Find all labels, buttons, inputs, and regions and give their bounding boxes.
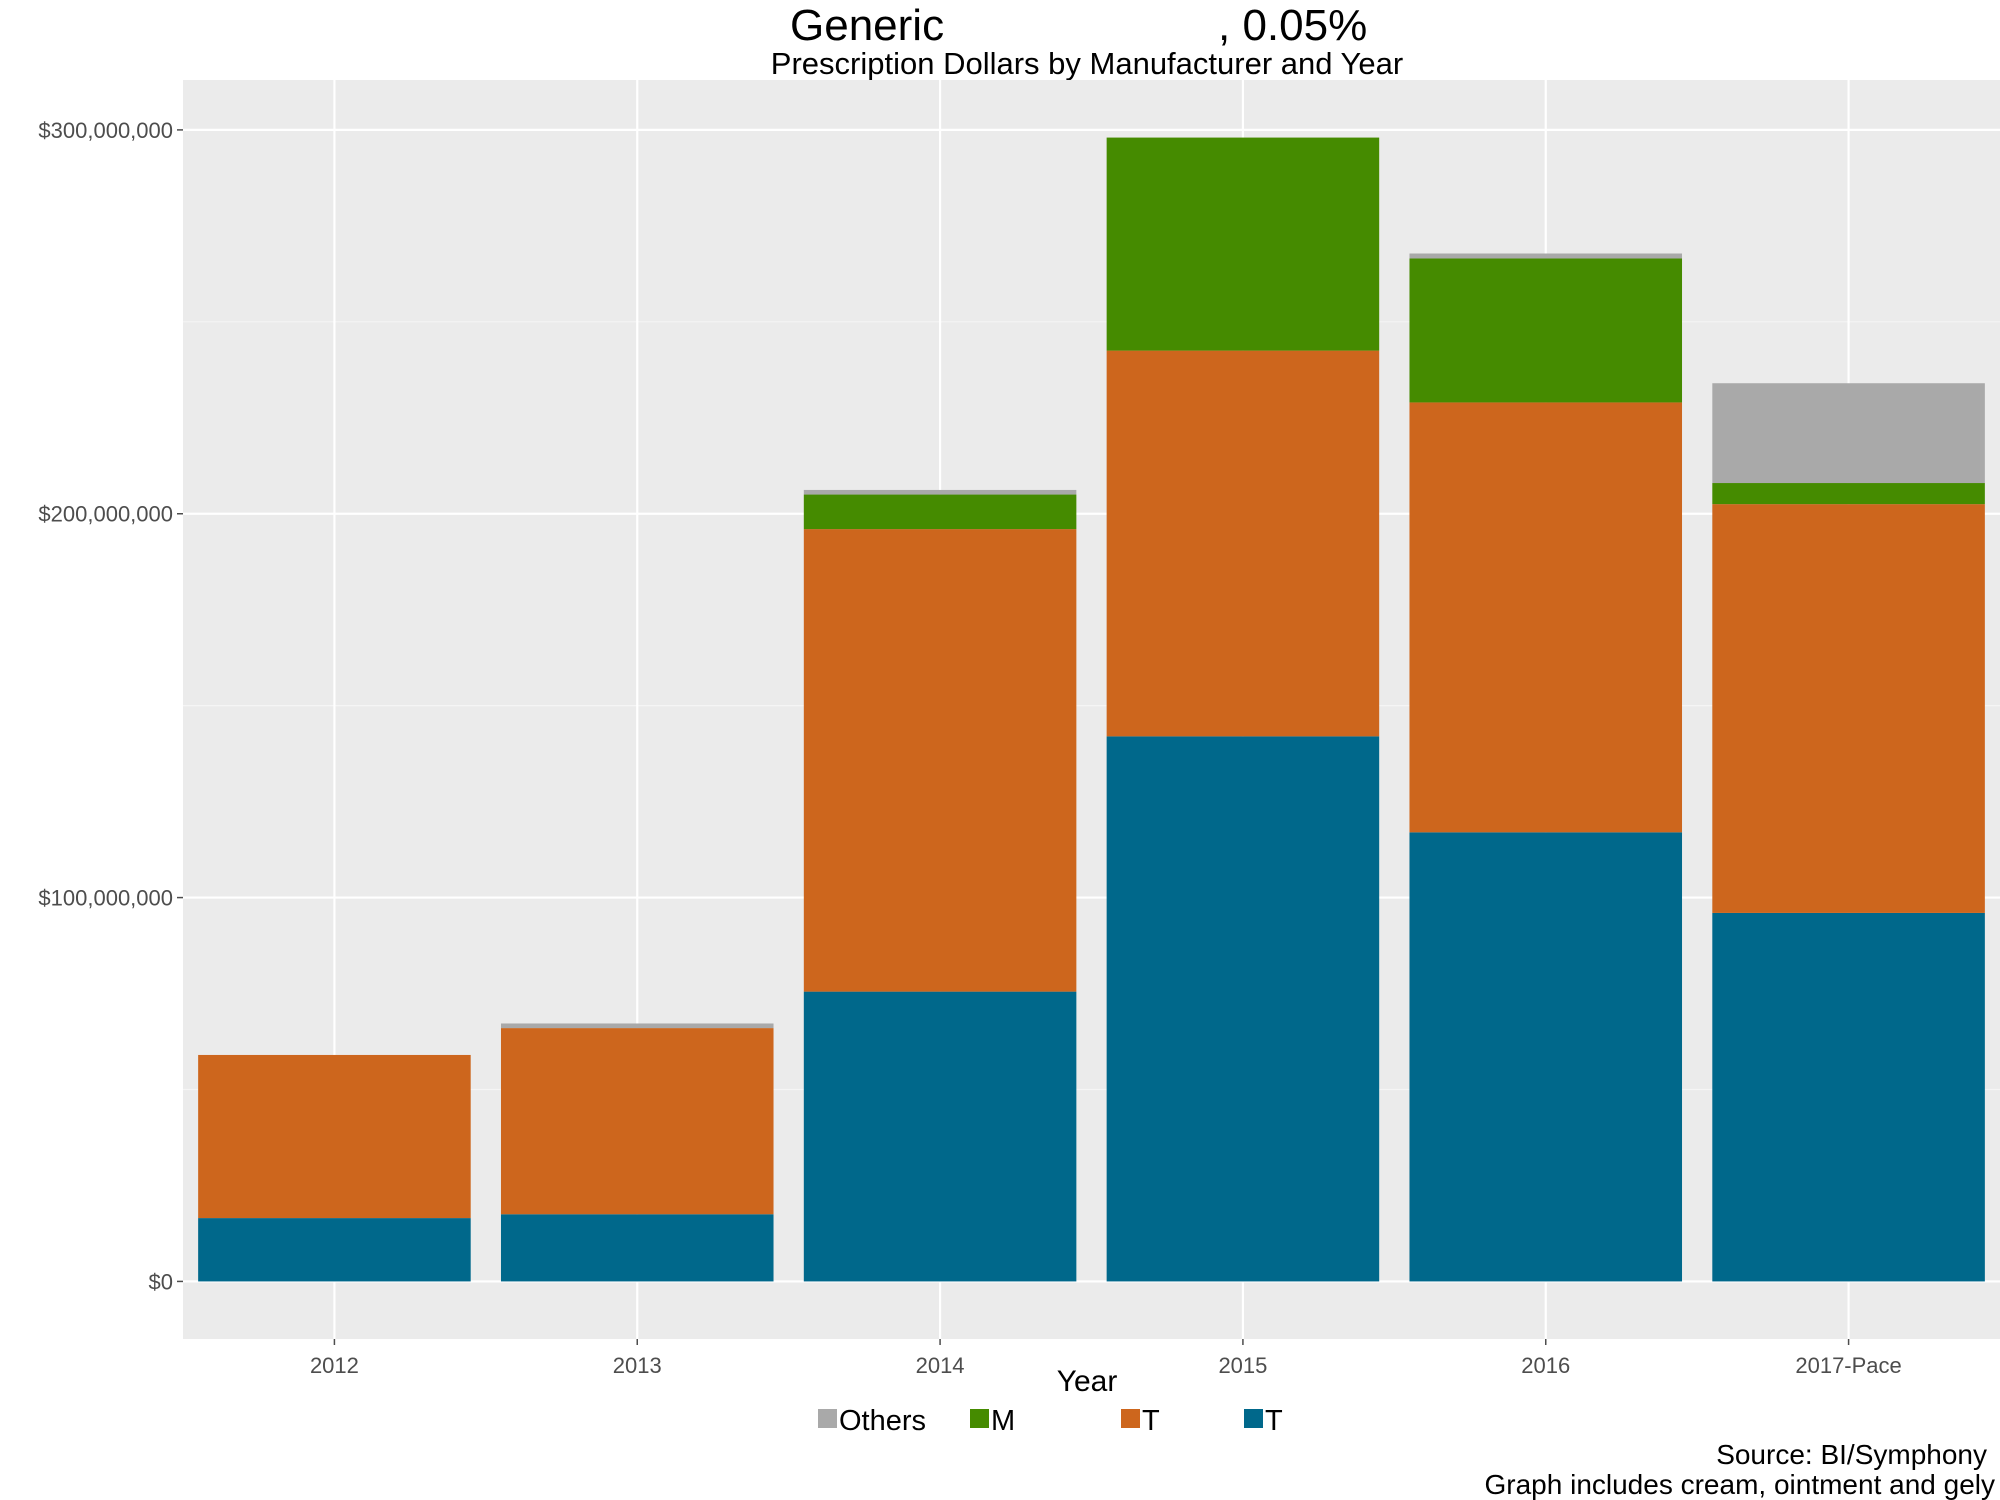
bar-segment: [198, 1218, 471, 1282]
chart-title-right: , 0.05%: [1218, 1, 1367, 50]
bar-segment: [1106, 350, 1380, 737]
bar-segment: [500, 1023, 774, 1029]
bar-segment: [1409, 402, 1683, 833]
legend-label: M: [991, 1405, 1015, 1437]
x-tick-label: 2016: [1521, 1353, 1570, 1378]
bar-segment: [1712, 912, 1985, 1282]
x-tick-label: 2017-Pace: [1795, 1353, 1901, 1378]
minor-gridlines: [183, 321, 2000, 1091]
legend-label: T: [1142, 1405, 1160, 1437]
bar-segment: [1409, 832, 1683, 1282]
bar-segment: [803, 494, 1077, 530]
chart-title-left: Generic: [790, 1, 944, 50]
x-axis: 2012 2013 2014 2015 2016 2017-Pace: [310, 1339, 1902, 1378]
legend: Others M T T: [818, 1405, 1283, 1437]
y-tick-label: $200,000,000: [38, 502, 173, 527]
legend-label: T: [1265, 1405, 1283, 1437]
bar-stacks: [198, 137, 1985, 1282]
note-caption: Graph includes cream, ointment and gely: [1485, 1469, 1996, 1500]
bar-segment: [1409, 258, 1683, 403]
x-tick-label: 2015: [1218, 1353, 1267, 1378]
legend-key: [1244, 1409, 1263, 1428]
bar-segment: [1409, 253, 1683, 259]
legend-key: [1121, 1409, 1140, 1428]
bar-segment: [1712, 504, 1985, 913]
bar-segment: [1106, 736, 1380, 1282]
legend-key: [818, 1409, 837, 1428]
legend-key: [970, 1409, 989, 1428]
x-tick-label: 2013: [613, 1353, 662, 1378]
bar-segment: [1712, 483, 1985, 505]
bar-segment: [803, 529, 1077, 992]
bar-segment: [803, 489, 1077, 495]
bar-segment: [803, 991, 1077, 1282]
bar-segment: [1712, 383, 1985, 484]
bar-segment: [500, 1028, 774, 1215]
x-tick-label: 2012: [310, 1353, 359, 1378]
source-caption: Source: BI/Symphony: [1716, 1439, 1987, 1470]
y-axis: $0 $100,000,000 $200,000,000 $300,000,000: [38, 118, 183, 1294]
bar-segment: [1106, 137, 1380, 351]
bar-segment: [500, 1214, 774, 1282]
legend-label: Others: [839, 1405, 926, 1437]
y-tick-label: $0: [149, 1269, 173, 1294]
plot-panel: [183, 80, 2000, 1339]
bar-segment: [198, 1054, 471, 1219]
x-tick-label: 2014: [916, 1353, 965, 1378]
chart-subtitle: Prescription Dollars by Manufacturer and…: [771, 46, 1403, 81]
x-axis-title: Year: [1057, 1365, 1118, 1398]
y-tick-label: $300,000,000: [38, 118, 173, 143]
y-tick-label: $100,000,000: [38, 886, 173, 911]
